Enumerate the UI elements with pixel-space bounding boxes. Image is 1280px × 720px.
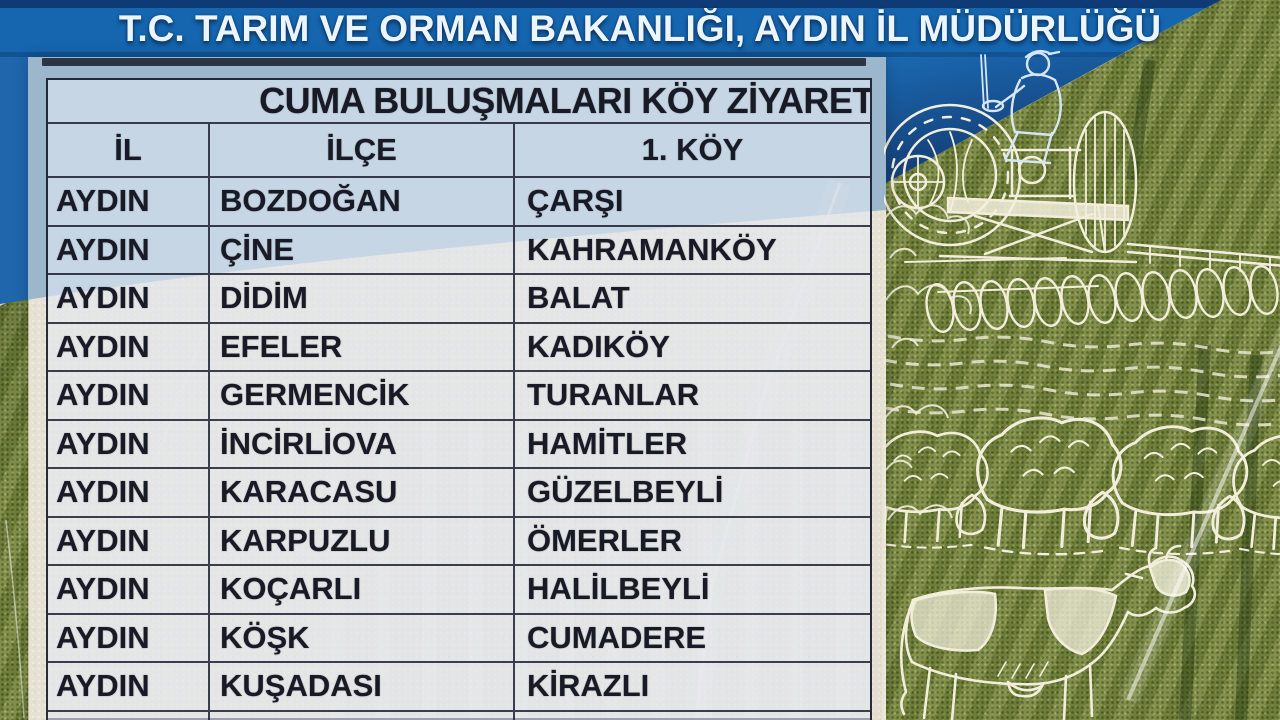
cell-koy: BALAT [515,275,870,324]
cell-ilce: BOZDOĞAN [210,178,515,227]
disc-row [923,264,1280,334]
cell-koy: KAHRAMANKÖY [515,226,870,275]
cell-il: AYDIN [48,517,210,566]
cell-ilce: KUŞADASI [210,663,515,712]
cell-koy: HALİLBEYLİ [515,566,870,615]
cell-koy: HAMİTLER [515,420,870,469]
cell-koy: GÜZELBEYLİ [515,469,870,518]
col-header-ilce: İLÇE [210,124,515,178]
cell-ilce: DİDİM [210,275,515,324]
field-light-streak [1128,310,1280,700]
cell-koy: KADIKÖY [515,323,870,372]
cutoff-text-strip [42,58,866,66]
cell-il: AYDIN [48,323,210,372]
ministry-header-banner: T.C. TARIM VE ORMAN BAKANLIĞI, AYDIN İL … [0,0,1280,55]
grass-field-left-strip [0,292,29,720]
cell-ilce: ÇİNE [210,226,515,275]
cell-ilce: KÖŞK [210,614,515,663]
farmer-illustration [981,51,1061,163]
cell-ilce: KARPUZLU [210,517,515,566]
col-header-il: İL [48,124,210,178]
cow-illustration [0,546,1195,720]
village-visit-table: CUMA BULUŞMALARI KÖY ZİYARET İL İLÇE 1. … [46,78,872,720]
cell-il: AYDIN [48,663,210,712]
cell-koy: CUMADERE [515,614,870,663]
cell-ilce: KOÇARLI [210,566,515,615]
cell-ilce: EFELER [210,323,515,372]
cell-ilce: İNCİRLİOVA [210,420,515,469]
cell-il: AYDIN [48,420,210,469]
col-header-koy: 1. KÖY [515,124,870,178]
cell-koy: ÖMERLER [515,517,870,566]
table-screenshot: CUMA BULUŞMALARI KÖY ZİYARET İL İLÇE 1. … [28,57,886,720]
banner-band [0,0,1221,57]
cell-il: AYDIN [48,178,210,227]
table-title-cell: CUMA BULUŞMALARI KÖY ZİYARET [48,80,870,124]
header-title: T.C. TARIM VE ORMAN BAKANLIĞI, AYDIN İL … [118,7,1162,49]
cell-il [48,711,210,720]
cell-il: AYDIN [48,372,210,421]
cell-koy: KİRAZLI [515,663,870,712]
cell-il: AYDIN [48,469,210,518]
cell-ilce: GERMENCİK [210,372,515,421]
cell-il: AYDIN [48,226,210,275]
cell-koy: ÇARŞI [515,178,870,227]
cell-koy [515,711,870,720]
banner-top-strip [0,0,1221,8]
cell-il: AYDIN [48,614,210,663]
foliage-scribbles [884,205,971,520]
cell-koy: TURANLAR [515,372,870,421]
cell-ilce: KARACASU [210,469,515,518]
banner-bottom-shadow [0,52,1125,57]
cell-il: AYDIN [48,275,210,324]
cell-ilce [210,711,515,720]
tractor-illustration [880,105,1280,292]
cell-il: AYDIN [48,566,210,615]
